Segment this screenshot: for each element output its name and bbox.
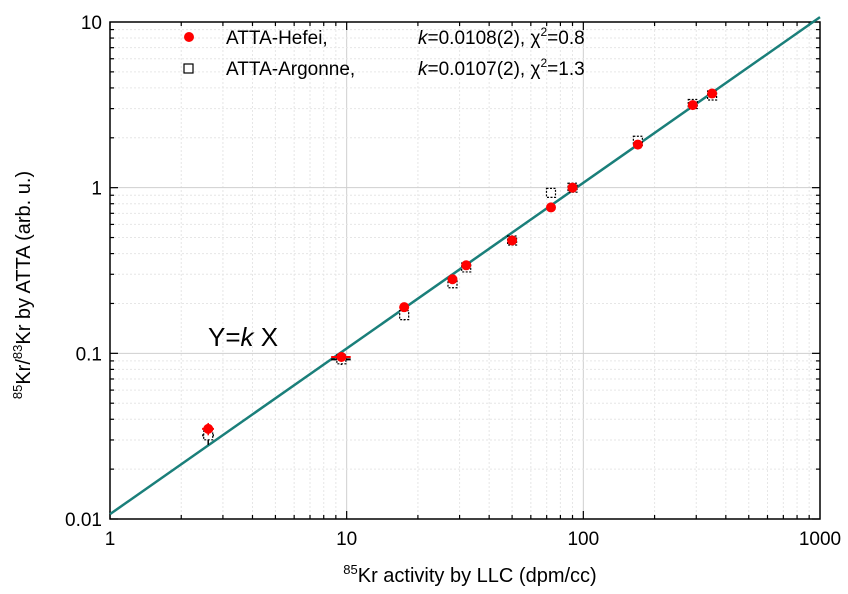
- x-tick-label: 1: [105, 529, 116, 550]
- data-point-hefei: [545, 202, 556, 213]
- data-point-hefei: [203, 423, 214, 434]
- legend-marker-argonne: [183, 63, 194, 74]
- x-tick-label: 10: [336, 529, 357, 550]
- data-point-argonne: [545, 187, 557, 198]
- y-tick-label: 0.1: [76, 344, 102, 365]
- legend-stat-hefei: k=0.0108(2), χ2=0.8: [418, 25, 585, 49]
- data-point-hefei: [707, 88, 718, 99]
- axis-ticks: 1 10 100 1000 0.01 0.1 1 10: [65, 13, 841, 550]
- y-axis-title: 85Kr/83Kr by ATTA (arb. u.): [10, 171, 35, 399]
- x-tick-label: 100: [567, 529, 599, 550]
- data-point-hefei: [632, 139, 643, 150]
- data-point-hefei: [507, 235, 518, 246]
- legend: ATTA-Hefei, k=0.0108(2), χ2=0.8 ATTA-Arg…: [183, 25, 585, 80]
- data-series: [202, 88, 718, 445]
- x-tick-label: 1000: [799, 529, 841, 550]
- data-point-hefei: [336, 352, 347, 363]
- plot-frame: [109, 21, 821, 520]
- x-axis-title: 85Kr activity by LLC (dpm/cc): [343, 562, 596, 587]
- y-tick-label: 10: [81, 13, 102, 34]
- y-tick-label: 0.01: [65, 510, 102, 531]
- data-point-hefei: [447, 274, 458, 285]
- data-point-hefei: [687, 100, 698, 111]
- legend-stat-argonne: k=0.0107(2), χ2=1.3: [418, 56, 585, 80]
- data-point-hefei: [567, 182, 578, 193]
- legend-label-hefei: ATTA-Hefei,: [226, 28, 328, 49]
- legend-marker-hefei: [184, 32, 194, 42]
- equation-annotation: Y=k X: [208, 322, 278, 352]
- data-point-hefei: [399, 302, 410, 313]
- y-tick-label: 1: [91, 179, 102, 200]
- data-point-hefei: [461, 260, 472, 271]
- series-hefei: [202, 88, 718, 436]
- legend-label-argonne: ATTA-Argonne,: [226, 59, 355, 80]
